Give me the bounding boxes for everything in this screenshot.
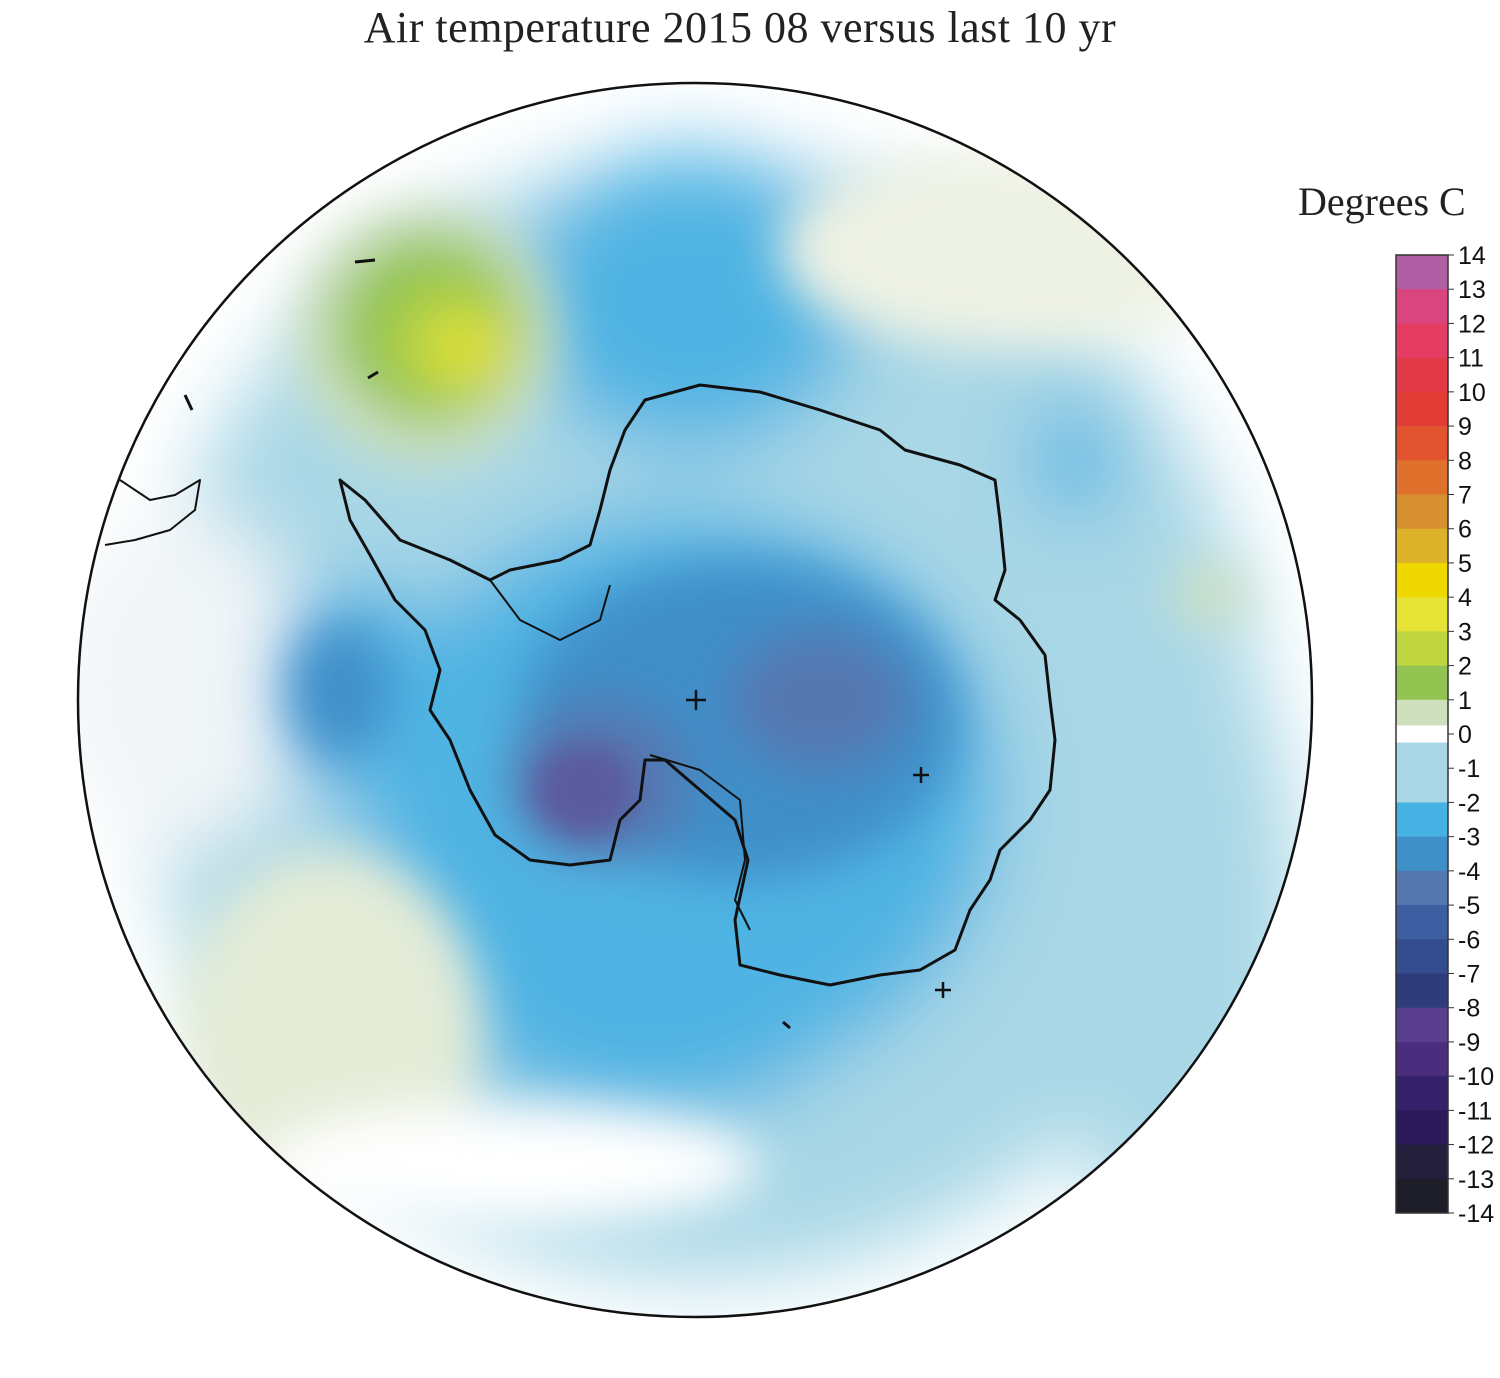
colorbar-tick-label: -11: [1458, 1097, 1492, 1125]
colorbar-band: [1396, 460, 1448, 495]
colorbar-band: [1396, 494, 1448, 530]
colorbar-tick-label: -5: [1458, 892, 1480, 920]
colorbar-tick-label: 1: [1458, 687, 1472, 715]
colorbar-tick-label: 4: [1458, 584, 1472, 612]
colorbar-tick-label: 13: [1458, 276, 1486, 304]
colorbar-tick-label: 11: [1458, 345, 1484, 373]
colorbar-tick-label: 6: [1458, 516, 1472, 544]
colorbar-tick-label: -12: [1458, 1132, 1494, 1160]
colorbar-label: Degrees C: [1298, 179, 1466, 224]
colorbar-tick-label: -9: [1458, 1029, 1480, 1057]
colorbar-band: [1396, 391, 1448, 427]
colorbar-tick-label: 0: [1458, 721, 1472, 749]
colorbar-tick-label: 7: [1458, 482, 1472, 510]
colorbar-band: [1396, 631, 1448, 667]
colorbar-zero-band: [1396, 725, 1448, 743]
colorbar-band: [1396, 255, 1448, 290]
colorbar-band: [1396, 323, 1448, 359]
islands: [183, 258, 791, 1030]
colorbar-band: [1396, 939, 1448, 974]
colorbar-tick-label: 12: [1458, 310, 1486, 338]
polar-temperature-map: [76, 81, 1314, 1319]
colorbar-band: [1396, 357, 1448, 393]
coastline: [104, 258, 1057, 1030]
colorbar-band: [1396, 836, 1448, 872]
colorbar-tick-label: 14: [1458, 242, 1486, 270]
colorbar-band: [1396, 973, 1448, 1009]
colorbar-tick-label: -4: [1458, 858, 1480, 886]
colorbar-tick-label: 8: [1458, 447, 1472, 475]
colorbar-tick-label: 10: [1458, 379, 1486, 407]
station-marker: [913, 767, 929, 783]
colorbar-band: [1396, 1076, 1448, 1111]
colorbar-tick-label: -7: [1458, 961, 1480, 989]
colorbar-band: [1396, 665, 1448, 701]
ronne-ice-shelf-edge: [489, 579, 611, 641]
antarctica-coastline: [338, 383, 1057, 987]
colorbar-band: [1396, 426, 1448, 461]
colorbar-tick-label: -10: [1458, 1063, 1494, 1091]
colorbar-band: [1396, 1041, 1448, 1077]
colorbar-band: [1396, 528, 1448, 564]
colorbar-bands: [1396, 255, 1448, 1214]
colorbar-band: [1396, 802, 1448, 838]
colorbar-band: [1396, 1144, 1448, 1180]
colorbar-tick-label: -1: [1458, 755, 1480, 783]
colorbar-tick-label: -3: [1458, 824, 1480, 852]
station-marker: [935, 982, 951, 998]
colorbar-band: [1396, 562, 1448, 598]
colorbar-band: [1396, 1110, 1448, 1146]
colorbar-ticks: 14131211109876543210-1-2-3-4-5-6-7-8-9-1…: [1448, 242, 1494, 1228]
colorbar-tick-label: 2: [1458, 653, 1472, 681]
colorbar-band: [1396, 597, 1448, 632]
colorbar-tick-label: -2: [1458, 789, 1480, 817]
colorbar-tick-label: 9: [1458, 413, 1472, 441]
map-title: Air temperature 2015 08 versus last 10 y…: [363, 3, 1117, 52]
colorbar-tick-label: 5: [1458, 550, 1472, 578]
colorbar-tick-label: 3: [1458, 618, 1472, 646]
south-america-coast: [104, 479, 201, 546]
colorbar-band: [1396, 1178, 1448, 1214]
station-markers: [686, 690, 951, 998]
colorbar-band: [1396, 905, 1448, 940]
colorbar-tick-label: -6: [1458, 926, 1480, 954]
colorbar-band: [1396, 870, 1448, 906]
colorbar-band: [1396, 289, 1448, 324]
colorbar-band: [1396, 1007, 1448, 1043]
south-pole-marker: [686, 690, 706, 710]
colorbar-tick-label: -13: [1458, 1166, 1494, 1194]
ross-ice-shelf-edge: [649, 754, 751, 931]
map-boundary: [76, 81, 1314, 1319]
colorbar-tick-label: -14: [1458, 1200, 1494, 1228]
colorbar-tick-label: -8: [1458, 995, 1480, 1023]
colorbar-band: [1396, 768, 1448, 803]
